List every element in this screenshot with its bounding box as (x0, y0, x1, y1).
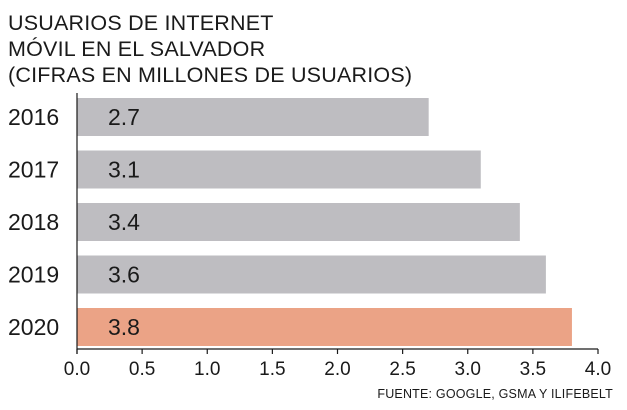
chart-title-line-2: MÓVIL EN EL SALVADOR (8, 37, 266, 61)
chart-title-line-1: USUARIOS DE INTERNET (8, 11, 274, 35)
chart-title-block: USUARIOS DE INTERNET MÓVIL EN EL SALVADO… (8, 10, 568, 88)
x-tick-label-8: 4.0 (585, 359, 611, 380)
bar-2018 (77, 203, 520, 241)
value-label-2017: 3.1 (108, 157, 140, 183)
value-label-2016: 2.7 (108, 104, 140, 130)
x-tick-label-6: 3.0 (455, 359, 481, 380)
x-tick-label-4: 2.0 (324, 359, 350, 380)
category-label-2016: 2016 (8, 104, 59, 130)
category-label-2019: 2019 (8, 262, 59, 288)
x-tick-label-7: 3.5 (520, 359, 546, 380)
category-label-2017: 2017 (8, 157, 59, 183)
bar-2017 (77, 150, 481, 189)
bar-2019 (77, 255, 546, 294)
bar-2020 (77, 308, 572, 346)
value-label-2018: 3.4 (108, 209, 140, 235)
bar-2016 (77, 98, 429, 136)
x-tick-label-3: 1.5 (259, 359, 285, 380)
x-tick-label-2: 1.0 (194, 359, 220, 380)
category-label-2020: 2020 (8, 314, 59, 340)
x-tick-label-1: 0.5 (129, 359, 155, 380)
value-label-2019: 3.6 (108, 262, 140, 288)
source-note: FUENTE: GOOGLE, GSMA Y ILIFEBELT (377, 387, 613, 401)
value-label-2020: 3.8 (108, 314, 140, 340)
x-tick-label-0: 0.0 (64, 359, 90, 380)
category-label-2018: 2018 (8, 209, 59, 235)
x-tick-label-5: 2.5 (389, 359, 415, 380)
chart-subtitle: (CIFRAS EN MILLONES DE USUARIOS) (8, 63, 413, 87)
